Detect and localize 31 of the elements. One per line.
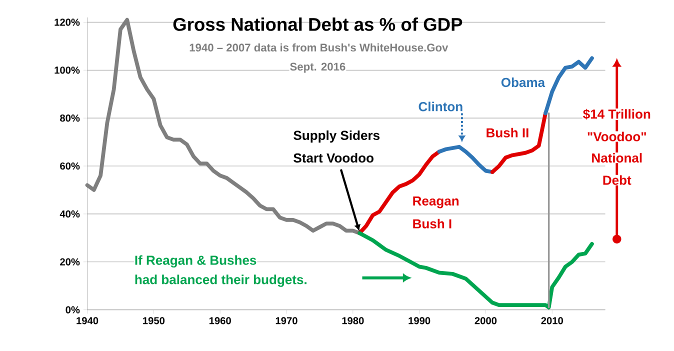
annotation: Reagan: [413, 196, 459, 208]
x-tick-label: 1960: [209, 316, 231, 324]
annotation: If Reagan & Bushes: [135, 255, 256, 268]
chart-title: Gross National Debt as % of GDP: [173, 17, 462, 31]
y-tick-label: 100%: [54, 66, 80, 74]
annotation: Bush II: [486, 128, 528, 138]
annotation: Sept. 2016: [290, 62, 346, 73]
x-tick-label: 1970: [276, 316, 298, 324]
x-tick-label: 2000: [474, 316, 497, 324]
annotation: Start Voodoo: [294, 152, 374, 162]
y-tick-label: 20%: [60, 258, 80, 266]
annotation: Bush I: [413, 218, 452, 228]
x-tick-label: 1950: [143, 316, 165, 324]
annotation: "Voodoo": [588, 132, 646, 142]
x-tick-label: 1980: [342, 316, 364, 324]
annotation: had balanced their budgets.: [135, 274, 306, 287]
annotation: Supply Siders: [294, 130, 380, 142]
y-tick-label: 80%: [60, 114, 80, 122]
x-tick-label: 2010: [541, 316, 563, 324]
annotation: Obama: [501, 77, 546, 87]
text: 1940 – 2007 data is from Bush's WhiteHouse.Gov: [190, 43, 448, 52]
annotation: Clinton: [418, 101, 462, 112]
y-tick-label: 60%: [60, 162, 80, 170]
y-tick-label: 40%: [60, 210, 80, 218]
annotation: Debt: [603, 175, 632, 185]
annotation: National: [592, 152, 642, 162]
y-tick-label: 120%: [54, 18, 80, 26]
annotation: $14 Trillion: [583, 108, 650, 120]
x-tick-label: 1940: [76, 316, 98, 324]
y-tick-label: 0%: [66, 306, 80, 314]
x-tick-label: 1990: [408, 316, 430, 324]
